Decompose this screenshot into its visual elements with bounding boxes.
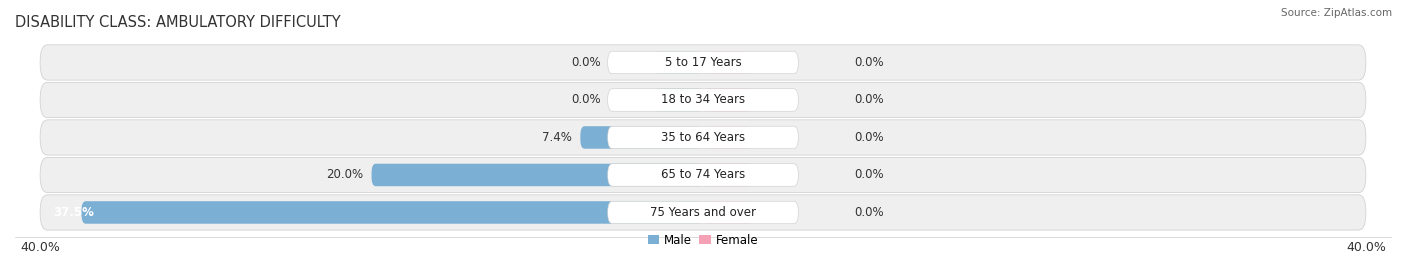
Text: 7.4%: 7.4%: [543, 131, 572, 144]
FancyBboxPatch shape: [41, 157, 1365, 193]
FancyBboxPatch shape: [607, 126, 799, 149]
FancyBboxPatch shape: [82, 201, 703, 224]
Text: 35 to 64 Years: 35 to 64 Years: [661, 131, 745, 144]
FancyBboxPatch shape: [607, 164, 799, 186]
Text: 65 to 74 Years: 65 to 74 Years: [661, 168, 745, 182]
Text: 0.0%: 0.0%: [855, 168, 884, 182]
Text: 0.0%: 0.0%: [855, 93, 884, 107]
Text: 75 Years and over: 75 Years and over: [650, 206, 756, 219]
FancyBboxPatch shape: [41, 120, 1365, 155]
Text: 0.0%: 0.0%: [855, 131, 884, 144]
FancyBboxPatch shape: [654, 51, 703, 74]
Text: DISABILITY CLASS: AMBULATORY DIFFICULTY: DISABILITY CLASS: AMBULATORY DIFFICULTY: [15, 15, 340, 30]
FancyBboxPatch shape: [654, 89, 703, 111]
FancyBboxPatch shape: [41, 45, 1365, 80]
FancyBboxPatch shape: [41, 82, 1365, 118]
Text: 0.0%: 0.0%: [855, 206, 884, 219]
FancyBboxPatch shape: [703, 51, 752, 74]
FancyBboxPatch shape: [581, 126, 703, 149]
FancyBboxPatch shape: [371, 164, 703, 186]
Text: 18 to 34 Years: 18 to 34 Years: [661, 93, 745, 107]
Text: 37.5%: 37.5%: [53, 206, 94, 219]
Text: 0.0%: 0.0%: [855, 56, 884, 69]
FancyBboxPatch shape: [607, 201, 799, 224]
Legend: Male, Female: Male, Female: [648, 234, 758, 247]
Text: 20.0%: 20.0%: [326, 168, 363, 182]
FancyBboxPatch shape: [607, 89, 799, 111]
FancyBboxPatch shape: [41, 195, 1365, 230]
Text: 0.0%: 0.0%: [571, 93, 602, 107]
Text: 5 to 17 Years: 5 to 17 Years: [665, 56, 741, 69]
FancyBboxPatch shape: [703, 164, 752, 186]
Text: Source: ZipAtlas.com: Source: ZipAtlas.com: [1281, 8, 1392, 18]
FancyBboxPatch shape: [703, 89, 752, 111]
FancyBboxPatch shape: [703, 126, 752, 149]
Text: 0.0%: 0.0%: [571, 56, 602, 69]
FancyBboxPatch shape: [703, 201, 752, 224]
FancyBboxPatch shape: [607, 51, 799, 74]
